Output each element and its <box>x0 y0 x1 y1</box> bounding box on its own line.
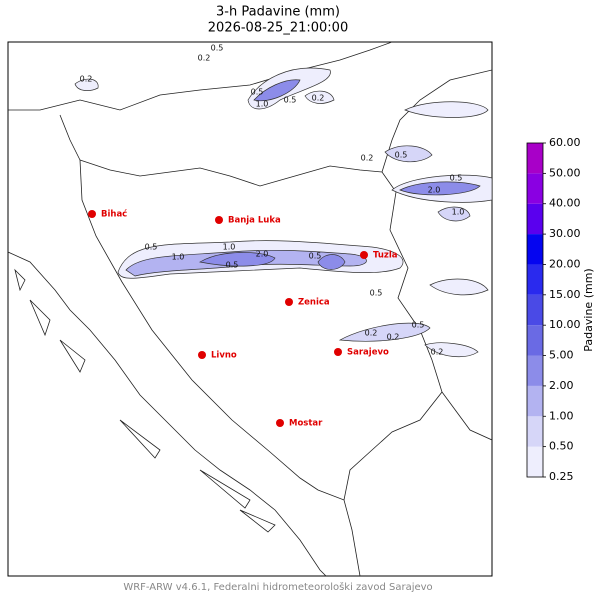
contour-label: 1.0 <box>223 243 236 252</box>
contour-label: 0.5 <box>226 261 239 270</box>
colorbar-band <box>527 355 543 386</box>
colorbar-band <box>527 264 543 295</box>
contour-label: 0.2 <box>365 329 378 338</box>
colorbar-band <box>527 325 543 356</box>
footer: WRF-ARW v4.6.1, Federalni hidrometeorolo… <box>123 581 432 593</box>
contour-label: 2.0 <box>256 250 269 259</box>
precipitation <box>74 67 492 358</box>
colorbar-tick-label: 60.00 <box>549 136 581 149</box>
contour-label: 0.5 <box>412 321 425 330</box>
contour-label: 0.5 <box>395 151 408 160</box>
colorbar-band <box>527 234 543 265</box>
contour-label: 0.2 <box>431 348 444 357</box>
colorbar-tick-label: 2.00 <box>549 379 574 392</box>
colorbar-band <box>527 294 543 326</box>
colorbar-tick-label: 15.00 <box>549 288 581 301</box>
contour-label: 0.5 <box>309 252 322 261</box>
colorbar-tick-label: 20.00 <box>549 257 581 270</box>
colorbar-tick-label: 0.25 <box>549 470 574 483</box>
contour-label: 1.0 <box>452 208 465 217</box>
colorbar-tick-label: 40.00 <box>549 197 581 210</box>
contour-label: 0.5 <box>145 243 158 252</box>
contour-label: 0.5 <box>370 289 383 298</box>
colorbar-frame <box>526 142 544 478</box>
colorbar: 0.25 0.50 1.00 2.00 5.00 10.00 15.00 20.00 30.00… <box>526 136 581 483</box>
borders <box>8 42 492 576</box>
city-marker <box>285 298 293 306</box>
colorbar-tick-label: 1.00 <box>549 409 574 422</box>
contour-label: 0.2 <box>80 75 93 84</box>
city-marker <box>215 216 223 224</box>
city-marker <box>88 210 96 218</box>
city-label: Tuzla <box>373 251 398 261</box>
contour-label: 2.0 <box>428 186 441 195</box>
city-label: Bihać <box>101 209 127 220</box>
colorbar-tick-label: 5.00 <box>549 349 574 362</box>
colorbar-band <box>527 143 543 174</box>
contour-label: 0.5 <box>251 88 264 97</box>
contour-labels: 0.20.50.20.51.0 0.5 0.21.02.00.50.51.0 0.52… <box>80 44 465 357</box>
colorbar-tick-label: 30.00 <box>549 227 581 240</box>
contour-label: 1.0 <box>256 100 269 109</box>
map: 0.20.50.20.51.0 0.5 0.21.02.00.50.51.0 0.52… <box>7 41 493 577</box>
contour-label: 0.5 <box>284 96 297 105</box>
city-label: Livno <box>211 351 237 361</box>
colorbar-band <box>527 173 543 204</box>
colorbar-band <box>527 385 543 417</box>
colorbar-tick-label: 10.00 <box>549 318 581 331</box>
city-marker <box>334 348 342 356</box>
city-label: Zenica <box>298 298 330 308</box>
contour-label: 0.2 <box>312 94 325 103</box>
contour-label: 0.2 <box>361 154 374 163</box>
map-frame <box>7 41 493 577</box>
subtitle: 2026-08-25_21:00:00 <box>208 21 348 36</box>
contour-label: 1.0 <box>172 253 185 262</box>
title: 3-h Padavine (mm) <box>216 5 340 20</box>
city-label: Banja Luka <box>228 216 281 226</box>
colorbar-band <box>527 446 543 477</box>
contour-label: 0.5 <box>211 44 224 53</box>
contour-label: 0.2 <box>198 54 211 63</box>
colorbar-tick-label: 0.50 <box>549 440 574 453</box>
city-marker <box>198 351 206 359</box>
colorbar-tick-label: 50.00 <box>549 166 581 179</box>
city-marker <box>276 419 284 427</box>
colorbar-band <box>527 416 543 447</box>
colorbar-label: Padavine (mm) <box>582 268 595 351</box>
city-marker <box>360 251 368 259</box>
contour-label: 0.2 <box>387 333 400 342</box>
city-label: Mostar <box>289 419 323 429</box>
city-label: Sarajevo <box>347 348 389 358</box>
colorbar-band <box>527 203 543 235</box>
contour-label: 0.5 <box>450 174 463 183</box>
cities: Bihać Banja Luka Tuzla Zenica Livno Sarajevo M… <box>88 209 398 429</box>
